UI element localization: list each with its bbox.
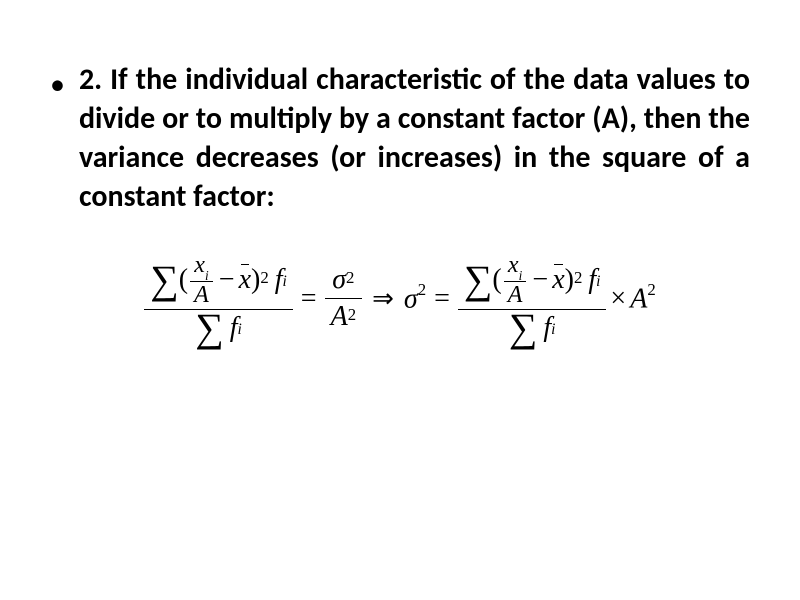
sum-icon: ∑ xyxy=(509,312,538,344)
sum-icon: ∑ xyxy=(464,264,493,296)
bullet-text: 2. If the individual characteristic of t… xyxy=(79,60,750,216)
left-fraction: ∑ ( xi A − x )2 fi ∑ f xyxy=(144,252,293,345)
sum-icon: ∑ xyxy=(195,312,224,344)
right-fraction: ∑ ( xi A − x )2 fi ∑ f xyxy=(458,252,607,345)
a-squared: A2 xyxy=(630,282,656,315)
bullet-row: • 2. If the individual characteristic of… xyxy=(50,60,750,216)
sigma-squared: σ2 xyxy=(404,282,426,315)
middle-fraction: σ2 A2 xyxy=(325,263,363,334)
implies-arrow-icon: ⇒ xyxy=(372,284,394,314)
times-sign: × xyxy=(610,283,626,315)
slide: • 2. If the individual characteristic of… xyxy=(0,0,800,600)
equals-sign: = xyxy=(301,283,317,315)
equals-sign: = xyxy=(434,283,450,315)
equation: ∑ ( xi A − x )2 fi ∑ f xyxy=(50,252,750,345)
bullet-marker: • xyxy=(50,66,65,104)
sum-icon: ∑ xyxy=(150,264,179,296)
